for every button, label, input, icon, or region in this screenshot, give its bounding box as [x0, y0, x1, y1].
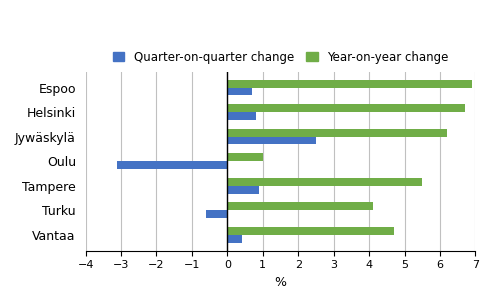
X-axis label: %: %	[275, 276, 287, 289]
Bar	[227, 104, 465, 112]
Bar	[227, 88, 252, 95]
Bar	[227, 136, 316, 144]
Bar	[118, 161, 227, 169]
Bar	[227, 227, 394, 235]
Bar	[227, 235, 242, 243]
Bar	[227, 80, 472, 88]
Bar	[227, 186, 259, 194]
Legend: Quarter-on-quarter change, Year-on-year change: Quarter-on-quarter change, Year-on-year …	[113, 50, 449, 64]
Bar	[227, 178, 422, 186]
Bar	[227, 202, 372, 210]
Bar	[206, 210, 227, 218]
Bar	[227, 153, 263, 161]
Bar	[227, 129, 447, 136]
Bar	[227, 112, 256, 120]
